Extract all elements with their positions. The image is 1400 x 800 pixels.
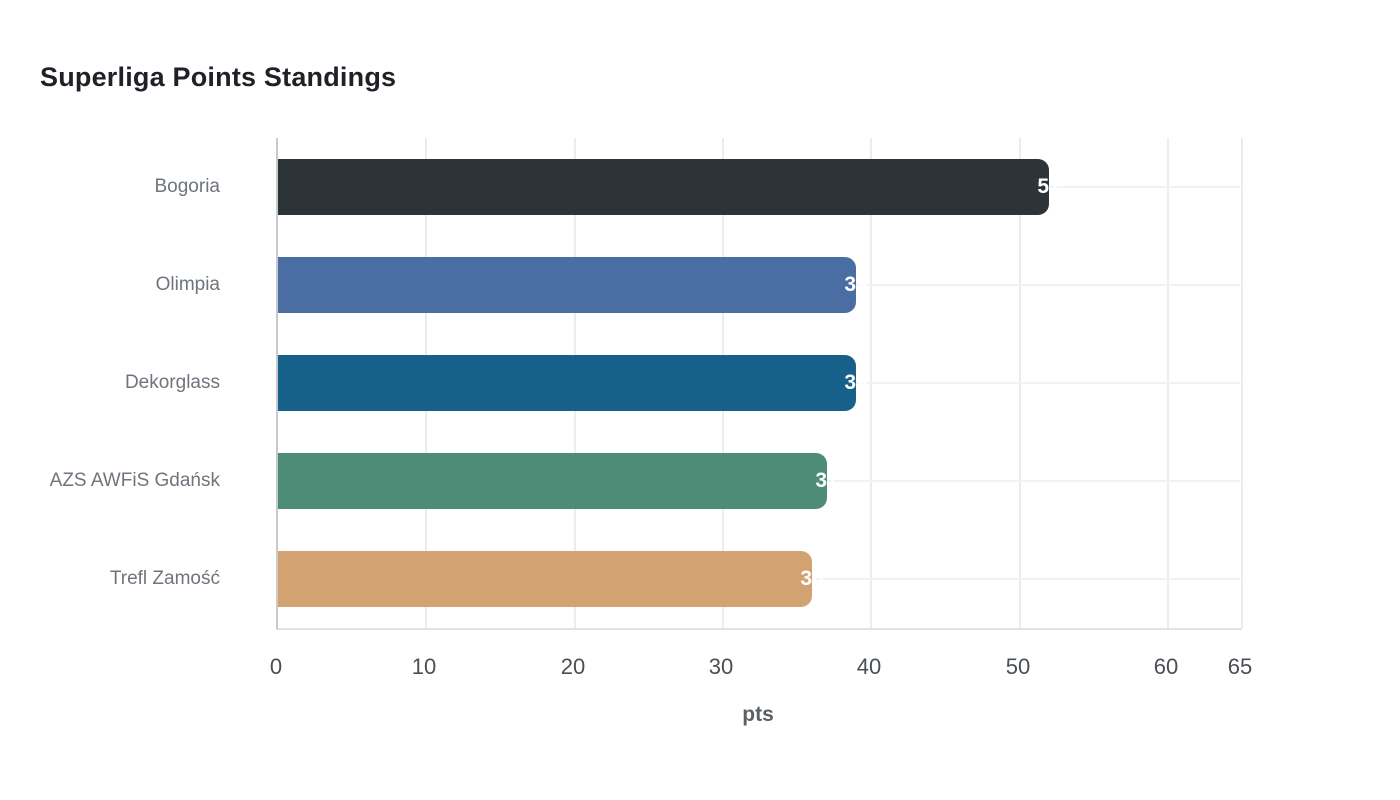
category-label-trefl-zamość: Trefl Zamość: [109, 568, 220, 589]
bar-value-label: 37: [815, 469, 839, 492]
category-label-azs-awfis-gdańsk: AZS AWFiS Gdańsk: [49, 470, 220, 491]
x-tick-label-20: 20: [560, 654, 586, 679]
bar-value-label: 36: [800, 567, 824, 590]
bar-dekorglass[interactable]: 39: [278, 355, 868, 411]
bar-value-label: 39: [844, 273, 868, 296]
x-tick-label-40: 40: [856, 654, 882, 679]
x-tick-label-65: 65: [1227, 654, 1253, 679]
x-tick-label-10: 10: [411, 654, 437, 679]
x-tick-label-60: 60: [1153, 654, 1179, 679]
y-axis-labels: Bogoria Olimpia Dekorglass AZS AWFiS Gdańsk…: [0, 138, 248, 628]
category-label-dekorglass: Dekorglass: [124, 372, 220, 393]
bar-value-label: 39: [844, 371, 868, 394]
gridline-v-65: [1241, 138, 1243, 628]
plot-area: 52 39 39 37 36: [276, 138, 1243, 630]
x-axis-title: pts: [742, 703, 774, 726]
bar-bogoria[interactable]: 52: [278, 159, 1061, 215]
x-tick-label-0: 0: [269, 654, 283, 679]
bar-azs-awfis-gdańsk[interactable]: 37: [278, 453, 839, 509]
category-label-olimpia: Olimpia: [155, 274, 220, 295]
x-tick-label-50: 50: [1005, 654, 1031, 679]
category-label-bogoria: Bogoria: [154, 176, 221, 197]
chart-title: Superliga Points Standings: [40, 62, 397, 92]
bar-trefl-zamość[interactable]: 36: [278, 551, 824, 607]
bar-value-label: 52: [1037, 175, 1061, 198]
x-tick-label-30: 30: [708, 654, 734, 679]
bar-olimpia[interactable]: 39: [278, 257, 868, 313]
